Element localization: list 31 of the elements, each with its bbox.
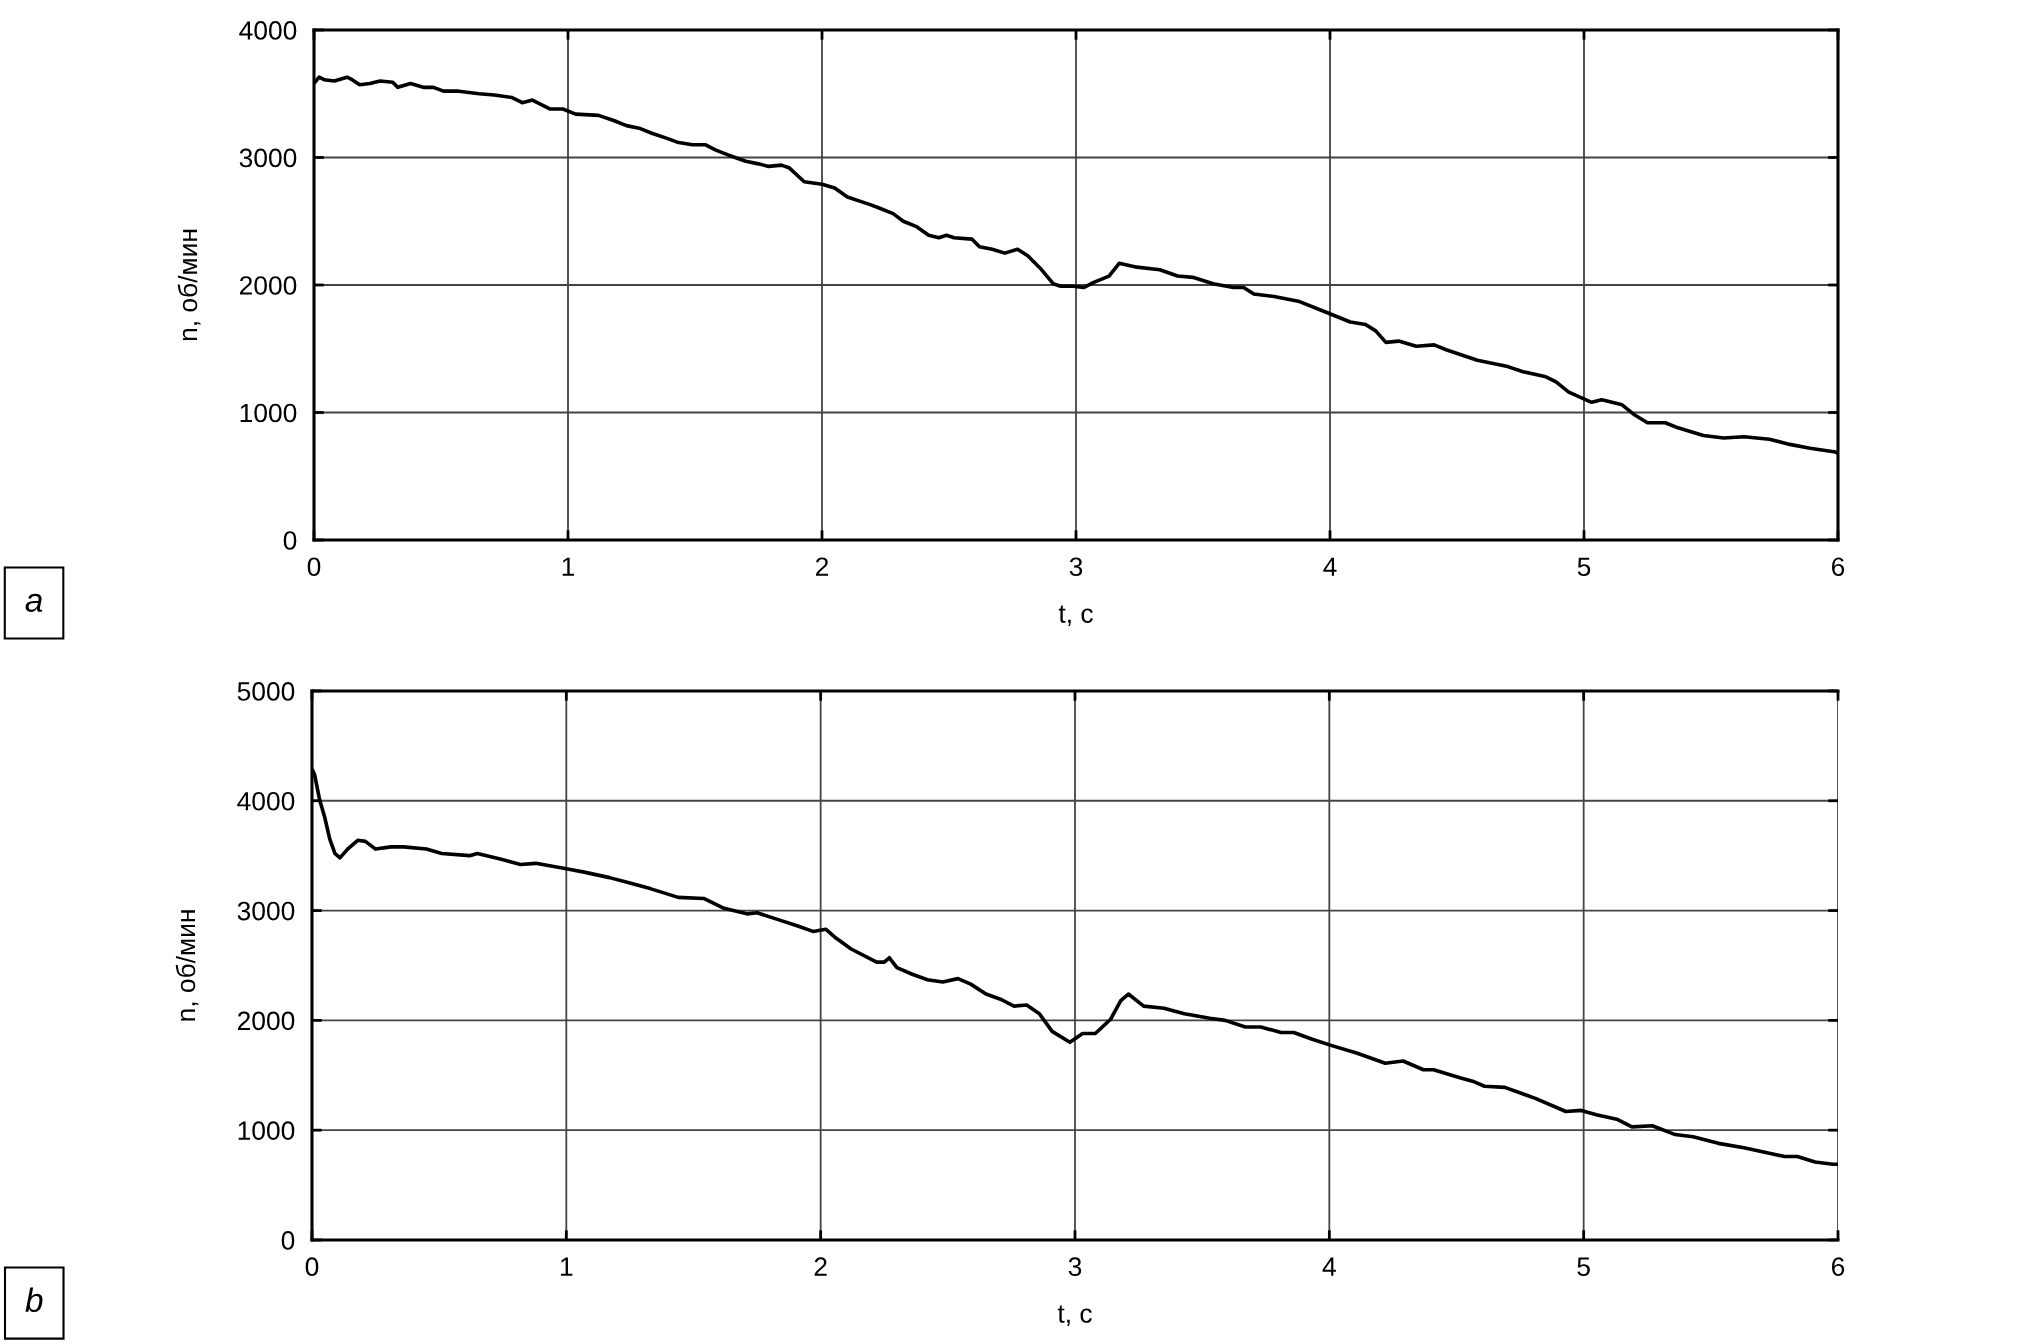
y-tick-label: 1000 (240, 403, 297, 423)
x-tick-label: 3 (1068, 1257, 1082, 1277)
y-tick-label: 2000 (237, 1011, 295, 1031)
x-axis-title: t, с (1058, 605, 1093, 627)
y-tick-label: 2000 (239, 276, 297, 295)
x-tick-label: 0 (307, 557, 321, 577)
y-tick-label: 4000 (239, 21, 297, 40)
x-tick-label: 1 (560, 1257, 573, 1276)
y-axis-title: n, об/мин (175, 910, 199, 1021)
x-tick-label: 6 (1832, 1257, 1845, 1277)
x-tick-label: 2 (815, 557, 829, 576)
y-tick-label: 5000 (237, 682, 295, 701)
y-tick-label: 0 (281, 1231, 295, 1250)
y-tick-label: 0 (283, 531, 297, 550)
text: b (25, 1287, 43, 1313)
x-tick-label: 6 (1832, 557, 1845, 577)
x-tick-label: 3 (1069, 557, 1083, 577)
text: a (25, 593, 43, 612)
x-tick-label: 2 (814, 1257, 827, 1276)
y-axis-title: n, об/мин (177, 229, 201, 341)
y-tick-label: 4000 (237, 791, 295, 811)
x-tick-label: 0 (305, 1257, 319, 1277)
y-tick-label: 3000 (237, 901, 295, 921)
x-tick-label: 4 (1322, 1257, 1336, 1276)
x-tick-label: 5 (1577, 557, 1591, 577)
x-tick-label: 1 (562, 557, 575, 576)
y-tick-label: 3000 (239, 148, 297, 168)
x-axis-title: t, с (1057, 1305, 1092, 1326)
x-tick-label: 5 (1577, 1257, 1590, 1277)
y-tick-label: 1000 (238, 1121, 295, 1140)
x-tick-label: 4 (1323, 557, 1337, 576)
